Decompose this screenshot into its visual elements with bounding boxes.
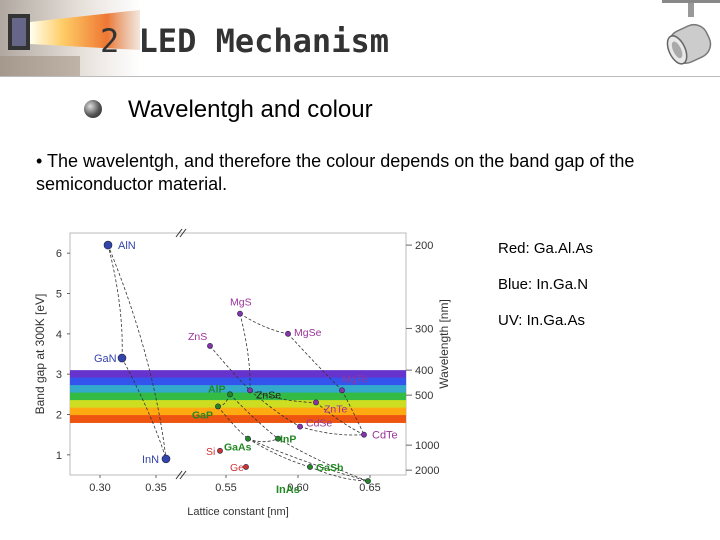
point-label-gaas: GaAs [224, 442, 252, 454]
alloy-curve [209, 345, 251, 391]
spectrum-stripe [70, 370, 406, 379]
point-label-alp: AlP [208, 383, 226, 395]
point-label-mgte: MgTe [342, 373, 368, 385]
y2-tick-label: 400 [415, 365, 433, 377]
alloy-curve [247, 438, 369, 482]
point-si [217, 447, 223, 454]
point-cdse [297, 423, 303, 430]
point-label-zns: ZnS [188, 331, 207, 343]
spectrum-stripe [70, 385, 406, 394]
alloy-curve [239, 313, 251, 391]
spectrum-stripe [70, 377, 406, 386]
note-red: Red: Ga.Al.As [498, 240, 594, 257]
led-glow-image [0, 0, 140, 76]
point-gaas [245, 435, 251, 442]
y-tick-label: 5 [56, 289, 62, 301]
y-tick-label: 3 [56, 369, 62, 381]
slide-title: 2 LED Mechanism [100, 22, 389, 60]
y2-axis-label: Wavelength [nm] [437, 299, 451, 389]
x-axis-label: Lattice constant [nm] [187, 506, 289, 518]
note-uv: UV: In.Ga.As [498, 312, 585, 329]
point-znte [313, 399, 319, 406]
point-label-gan: GaN [94, 353, 117, 365]
point-aln [103, 240, 113, 250]
subtitle: Wavelentgh and colour [128, 96, 373, 123]
point-label-znte: ZnTe [324, 403, 348, 415]
point-ge [243, 464, 249, 470]
y2-tick-label: 200 [415, 240, 433, 252]
point-label-aln: AlN [118, 240, 136, 252]
plot-area [69, 232, 407, 476]
axis-break-mark [175, 228, 183, 238]
axis-break-mark [175, 470, 183, 480]
point-inas [365, 478, 371, 484]
point-label-mgse: MgSe [294, 327, 322, 339]
y2-tick-label: 300 [415, 323, 433, 335]
y-tick-label: 6 [56, 248, 62, 260]
y-axis-label: Band gap at 300K [eV] [33, 294, 47, 415]
y-tick-label: 2 [56, 410, 62, 422]
slide-title-text: LED Mechanism [138, 22, 389, 60]
x-tick-label: 0.30 [89, 482, 110, 494]
x-tick-label: 0.55 [215, 482, 236, 494]
alloy-curve [107, 244, 167, 459]
spectrum-stripe [70, 400, 406, 408]
point-label-ge: Ge [230, 462, 244, 474]
body-text: • The wavelentgh, and therefore the colo… [36, 151, 635, 194]
point-zns [207, 343, 213, 349]
y2-tick-label: 2000 [415, 465, 439, 477]
spectrum-stripe [70, 392, 406, 401]
point-label-mgs: MgS [230, 297, 252, 309]
axis-break-mark [179, 470, 187, 480]
point-label-znse: ZnSe [256, 389, 281, 401]
header-divider [0, 76, 720, 77]
spectrum-stripe [70, 407, 406, 416]
point-mgte [339, 387, 345, 394]
point-znse [247, 387, 253, 394]
alloy-curve [341, 390, 365, 435]
y2-tick-label: 1000 [415, 440, 439, 452]
alloy-curve [309, 466, 369, 482]
alloy-curve [299, 426, 365, 436]
alloy-curve [315, 402, 365, 436]
axis-break-mark [179, 228, 187, 238]
point-mgse [285, 330, 291, 337]
point-label-inp: InP [280, 434, 296, 446]
alloy-curve [107, 245, 123, 359]
point-label-gap: GaP [192, 409, 213, 421]
x-tick-label: 0.35 [145, 482, 166, 494]
alloy-curve [229, 394, 279, 440]
spotlight-image [662, 0, 720, 65]
bullet-sphere-icon [84, 100, 102, 118]
point-cdte [361, 431, 367, 438]
alloy-curve [277, 438, 369, 482]
point-inp [275, 435, 281, 442]
point-label-inn: InN [142, 454, 159, 466]
alloy-curve [249, 389, 317, 403]
point-mgs [237, 310, 243, 317]
point-label-inas: InAs [276, 484, 300, 496]
y2-tick-label: 500 [415, 390, 433, 402]
point-gan [117, 353, 127, 363]
band-gap-chart: 1 2 3 4 5 6 0.30 0.35 0.55 0.60 0.65 200 300 400 500 10… [33, 228, 451, 518]
point-label-si: Si [206, 446, 215, 458]
alloy-curve [247, 438, 311, 468]
x-tick-label: 0.65 [359, 482, 380, 494]
note-blue: Blue: In.Ga.N [498, 276, 589, 293]
x-tick-label: 0.60 [287, 482, 308, 494]
point-alp [227, 391, 233, 398]
point-label-cdte: CdTe [372, 430, 398, 442]
point-inn [161, 454, 171, 464]
alloy-curve [249, 389, 301, 427]
alloy-curve [287, 333, 343, 391]
y-tick-label: 1 [56, 450, 62, 462]
spectrum-stripe [70, 415, 406, 423]
point-gap [215, 403, 221, 410]
point-label-cdse: CdSe [306, 418, 332, 430]
y-tick-label: 4 [56, 329, 62, 341]
point-label-gasb: GaSb [316, 462, 343, 474]
slide-title-number: 2 [100, 22, 120, 60]
point-gasb [307, 464, 313, 470]
